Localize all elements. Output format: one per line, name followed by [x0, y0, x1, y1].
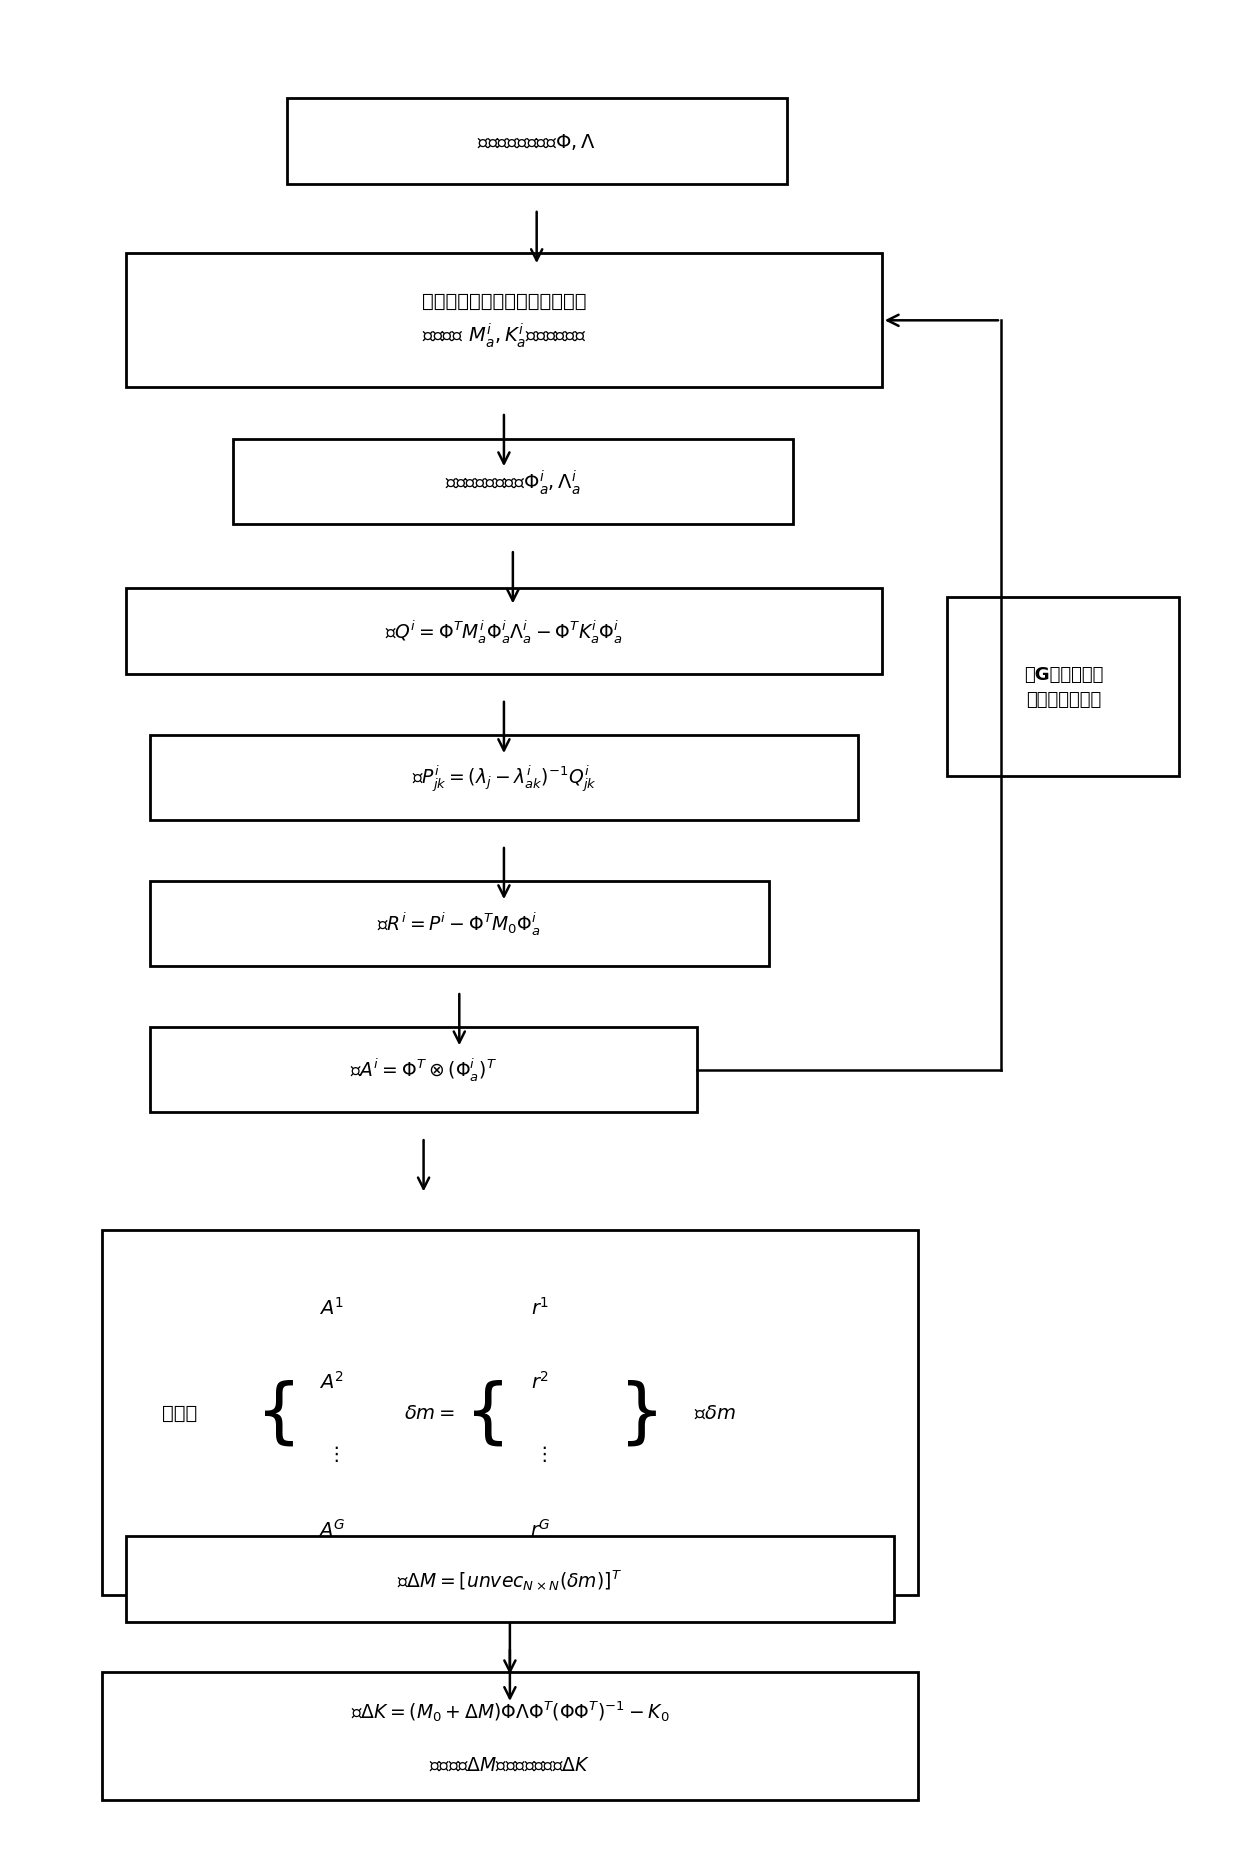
Text: 解方程: 解方程 [162, 1402, 197, 1423]
Text: $r^1$: $r^1$ [531, 1297, 549, 1317]
Text: $A^2$: $A^2$ [320, 1371, 345, 1393]
Text: 测量原结构的模态$\Phi, \Lambda$: 测量原结构的模态$\Phi, \Lambda$ [477, 132, 596, 152]
Text: $\{$: $\{$ [464, 1378, 502, 1447]
Text: 改变原结构的质量和刚度（改变
量分别为 $M_a^i, K_a^i$）得到新结构: 改变原结构的质量和刚度（改变 量分别为 $M_a^i, K_a^i$）得到新结构 [422, 291, 587, 351]
Text: 求$R^i = P^i - \Phi^T M_0 \Phi_a^i$: 求$R^i = P^i - \Phi^T M_0 \Phi_a^i$ [377, 911, 542, 939]
Text: 求$Q^i = \Phi^T M_a^i \Phi_a^i \Lambda_a^i - \Phi^T K_a^i \Phi_a^i$: 求$Q^i = \Phi^T M_a^i \Phi_a^i \Lambda_a^… [384, 618, 622, 646]
Bar [150, 735, 858, 820]
Bar [150, 881, 769, 966]
Text: $\}$: $\}$ [619, 1378, 657, 1447]
Bar [150, 1028, 697, 1113]
Text: $\{$: $\{$ [255, 1378, 294, 1447]
Bar [126, 590, 882, 675]
Text: 求$\Delta K = (M_0 + \Delta M)\Phi\Lambda\Phi^T(\Phi\Phi^T)^{-1} - K_0$: 求$\Delta K = (M_0 + \Delta M)\Phi\Lambda… [351, 1697, 670, 1723]
Text: $A^G$: $A^G$ [319, 1519, 346, 1540]
Bar [947, 597, 1179, 775]
Text: 求$P_{jk}^i = (\lambda_j - \lambda_{ak}^i)^{-1} Q_{jk}^i$: 求$P_{jk}^i = (\lambda_j - \lambda_{ak}^i… [412, 762, 596, 794]
Bar [102, 1671, 918, 1799]
Text: $\vdots$: $\vdots$ [326, 1443, 339, 1464]
Bar [126, 254, 882, 388]
Text: $\delta m =$: $\delta m =$ [404, 1402, 455, 1423]
Text: 求$A^i = \Phi^T \otimes (\Phi_a^i)^T$: 求$A^i = \Phi^T \otimes (\Phi_a^i)^T$ [350, 1055, 497, 1083]
Text: 求$\delta m$: 求$\delta m$ [694, 1402, 737, 1423]
Text: $r^2$: $r^2$ [531, 1371, 549, 1393]
Text: $\vdots$: $\vdots$ [534, 1443, 547, 1464]
Text: 求$\Delta M = [unvec_{N\times N}(\delta m)]^T$: 求$\Delta M = [unvec_{N\times N}(\delta m… [398, 1567, 622, 1592]
Text: 或用与求$\Delta M$相似的方法求解$\Delta K$: 或用与求$\Delta M$相似的方法求解$\Delta K$ [429, 1755, 590, 1773]
Bar [126, 1536, 894, 1621]
Bar [233, 440, 792, 525]
Bar [102, 1230, 918, 1595]
Text: 测量新结构的模态$\Phi_a^i, \Lambda_a^i$: 测量新结构的模态$\Phi_a^i, \Lambda_a^i$ [445, 467, 580, 497]
Text: $r^G$: $r^G$ [529, 1519, 551, 1540]
Bar [286, 100, 786, 186]
Text: 分G次改变原结
构的质量和刚度: 分G次改变原结 构的质量和刚度 [1024, 666, 1104, 709]
Text: $A^1$: $A^1$ [320, 1297, 345, 1317]
